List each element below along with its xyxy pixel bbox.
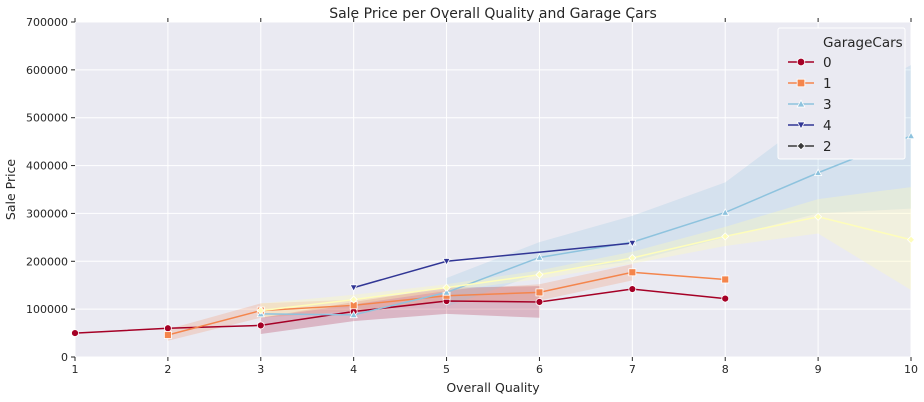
x-tick-label: 7 xyxy=(629,363,636,376)
point-1 xyxy=(535,288,544,297)
point-1 xyxy=(163,331,172,339)
point-0 xyxy=(535,298,544,306)
legend-marker-4 xyxy=(796,121,806,130)
y-tick-label: 600000 xyxy=(26,64,68,77)
point-3 xyxy=(721,208,730,216)
legend-label-4: 4 xyxy=(823,118,832,134)
point-3 xyxy=(442,288,451,296)
point-4 xyxy=(628,239,637,248)
y-tick-label: 0 xyxy=(61,351,68,364)
axis-ticks: 1 2 3 4 5 6 7 8 9 1001000002000003000004000005000… xyxy=(26,16,918,376)
x-axis-label: Overall Quality xyxy=(446,380,540,395)
point-2 xyxy=(349,295,358,304)
confidence-bands xyxy=(167,65,911,341)
point-0 xyxy=(71,329,79,337)
point-2 xyxy=(442,283,451,292)
point-3 xyxy=(349,310,358,319)
y-axis-label: Sale Price xyxy=(3,159,18,221)
series-markers xyxy=(71,131,916,339)
point-2 xyxy=(628,253,637,263)
series-line-3 xyxy=(260,135,912,316)
point-4 xyxy=(349,284,358,292)
legend: GarageCars 0 1 3 4 2 xyxy=(777,27,906,160)
legend-marker-2 xyxy=(796,141,806,151)
legend-label-3: 3 xyxy=(823,97,832,113)
x-tick-label: 10 xyxy=(904,363,918,376)
point-3 xyxy=(906,131,916,140)
y-tick-label: 200000 xyxy=(26,255,68,268)
ci-band-0 xyxy=(260,286,540,335)
x-tick-label: 8 xyxy=(722,363,729,376)
y-tick-label: 400000 xyxy=(26,160,68,173)
point-4 xyxy=(442,258,451,266)
x-tick-label: 2 xyxy=(164,363,171,376)
legend-marker-0 xyxy=(796,57,806,67)
point-2 xyxy=(256,306,265,315)
y-tick-label: 300000 xyxy=(26,207,68,220)
point-2 xyxy=(721,232,730,241)
point-0 xyxy=(721,294,730,303)
ci-band-3 xyxy=(446,65,911,307)
legend-label-2: 2 xyxy=(823,139,832,155)
series-line-0 xyxy=(74,288,726,334)
point-1 xyxy=(628,268,637,277)
point-3 xyxy=(535,253,544,261)
y-tick-label: 500000 xyxy=(26,112,68,125)
legend-label-1: 1 xyxy=(823,76,832,92)
point-2 xyxy=(535,270,544,279)
legend-label-0: 0 xyxy=(823,55,832,71)
point-3 xyxy=(813,168,823,176)
ci-band-1 xyxy=(167,264,633,341)
x-tick-label: 4 xyxy=(350,363,357,376)
point-2 xyxy=(906,235,916,244)
y-tick-label: 700000 xyxy=(26,16,68,29)
chart-title: Sale Price per Overall Quality and Garag… xyxy=(329,6,657,22)
point-2 xyxy=(814,212,823,221)
y-tick-label: 100000 xyxy=(26,303,68,316)
ci-band-2 xyxy=(260,187,911,318)
legend-marker-3 xyxy=(796,99,806,108)
x-tick-label: 6 xyxy=(536,363,543,376)
legend-title: GarageCars xyxy=(823,35,903,51)
point-0 xyxy=(256,321,265,330)
x-tick-label: 9 xyxy=(815,363,822,376)
point-1 xyxy=(721,275,730,284)
series-line-2 xyxy=(260,216,912,312)
legend-marker-1 xyxy=(796,78,806,88)
x-tick-label: 5 xyxy=(443,363,450,376)
x-tick-label: 3 xyxy=(257,363,264,376)
x-tick-label: 1 xyxy=(72,363,79,376)
point-0 xyxy=(628,285,637,293)
point-0 xyxy=(163,324,172,333)
legend-box xyxy=(777,27,906,160)
